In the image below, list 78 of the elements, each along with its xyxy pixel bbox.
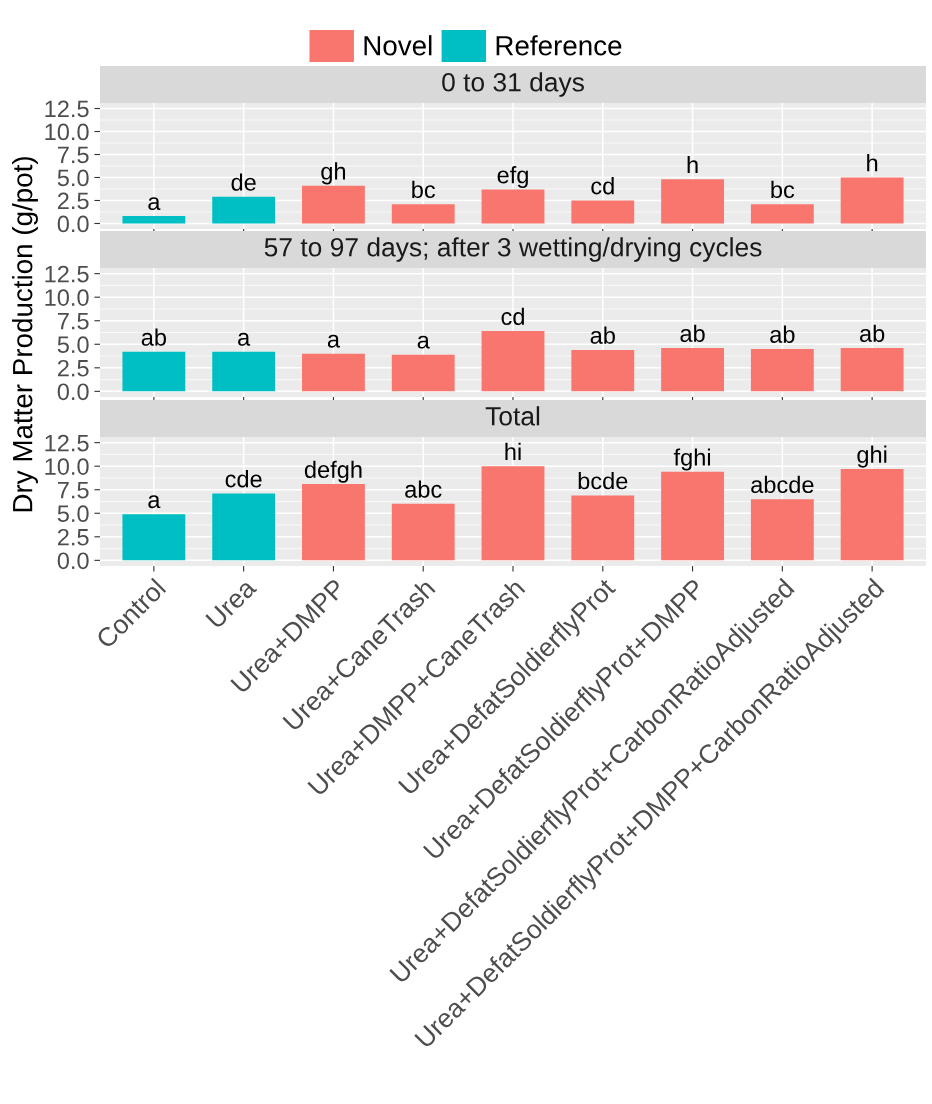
y-tick-label: 12.5 (45, 434, 89, 452)
y-tick-label: 7.5 (57, 146, 89, 164)
bar (750, 499, 814, 561)
chart-title: Total (485, 406, 540, 426)
y-tick-label: 10.0 (45, 458, 89, 475)
bar (481, 189, 545, 224)
bar (302, 484, 365, 561)
y-tick-label: 2.5 (57, 192, 89, 210)
chart-title: 0 to 31 days (442, 72, 584, 97)
bar (481, 466, 545, 561)
y-tick-label: 12.5 (45, 265, 89, 283)
bar (122, 216, 186, 224)
y-tick-label: 0.0 (57, 552, 89, 570)
data-label: a (327, 334, 340, 348)
bar (212, 351, 276, 392)
bar (840, 469, 904, 561)
bar (391, 503, 455, 561)
bar (212, 196, 276, 224)
bar (750, 204, 814, 224)
data-label: h (687, 155, 698, 174)
bar (391, 204, 455, 224)
bar (750, 348, 814, 392)
data-label: ab (860, 324, 885, 342)
data-label: efg (497, 166, 528, 189)
data-label: cd (501, 307, 524, 326)
bar (391, 354, 455, 392)
bar (122, 351, 186, 392)
bar (661, 471, 724, 561)
data-label: abcde (751, 475, 814, 494)
data-label: ab (680, 324, 705, 342)
y-tick-label: 5.0 (57, 505, 89, 523)
data-label: ab (770, 325, 795, 343)
legend-label: Novel (364, 35, 432, 56)
data-label: cd (591, 177, 614, 195)
bar (212, 493, 276, 561)
data-label: a (238, 332, 251, 346)
y-tick-label: 7.5 (57, 313, 89, 330)
bar (122, 514, 186, 561)
y-tick-label: 10.0 (45, 289, 89, 306)
data-label: h (867, 154, 878, 172)
data-label: abc (405, 480, 442, 498)
data-label: bc (412, 180, 436, 199)
bar (571, 495, 635, 561)
data-label: ghi (857, 445, 887, 468)
data-label: hi (505, 442, 521, 460)
data-label: ab (141, 328, 167, 346)
y-axis-title: Dry Matter Production (g/pot) (12, 157, 38, 512)
data-label: fghi (673, 448, 711, 471)
y-tick-label: 12.5 (45, 100, 89, 118)
data-label: cde (225, 470, 262, 488)
y-tick-label: 0.0 (57, 215, 89, 233)
y-tick-label: 2.5 (57, 528, 89, 546)
data-label: a (417, 335, 430, 349)
data-label: a (148, 197, 161, 211)
bar (661, 179, 724, 224)
bar (840, 348, 904, 392)
y-tick-label: 5.0 (57, 336, 89, 354)
data-label: defgh (304, 460, 362, 483)
bar (571, 349, 635, 392)
bar (571, 200, 635, 224)
bar (661, 348, 724, 392)
y-tick-label: 0.0 (57, 383, 89, 401)
data-label: bcde (578, 471, 628, 490)
y-tick-label: 2.5 (57, 359, 89, 377)
data-label: bc (771, 180, 795, 199)
data-label: a (148, 495, 161, 509)
data-label: ab (590, 326, 615, 344)
bar (302, 353, 365, 392)
chart-title: 57 to 97 days; after 3 wetting/drying cycles (264, 237, 762, 262)
y-tick-label: 10.0 (45, 123, 89, 141)
bar (302, 185, 365, 224)
y-tick-label: 5.0 (57, 169, 89, 187)
bar (840, 177, 904, 224)
legend-label: Reference (496, 35, 622, 56)
data-label: de (231, 173, 256, 191)
data-label: gh (321, 162, 346, 185)
bar (481, 331, 545, 392)
y-tick-label: 7.5 (57, 482, 89, 499)
